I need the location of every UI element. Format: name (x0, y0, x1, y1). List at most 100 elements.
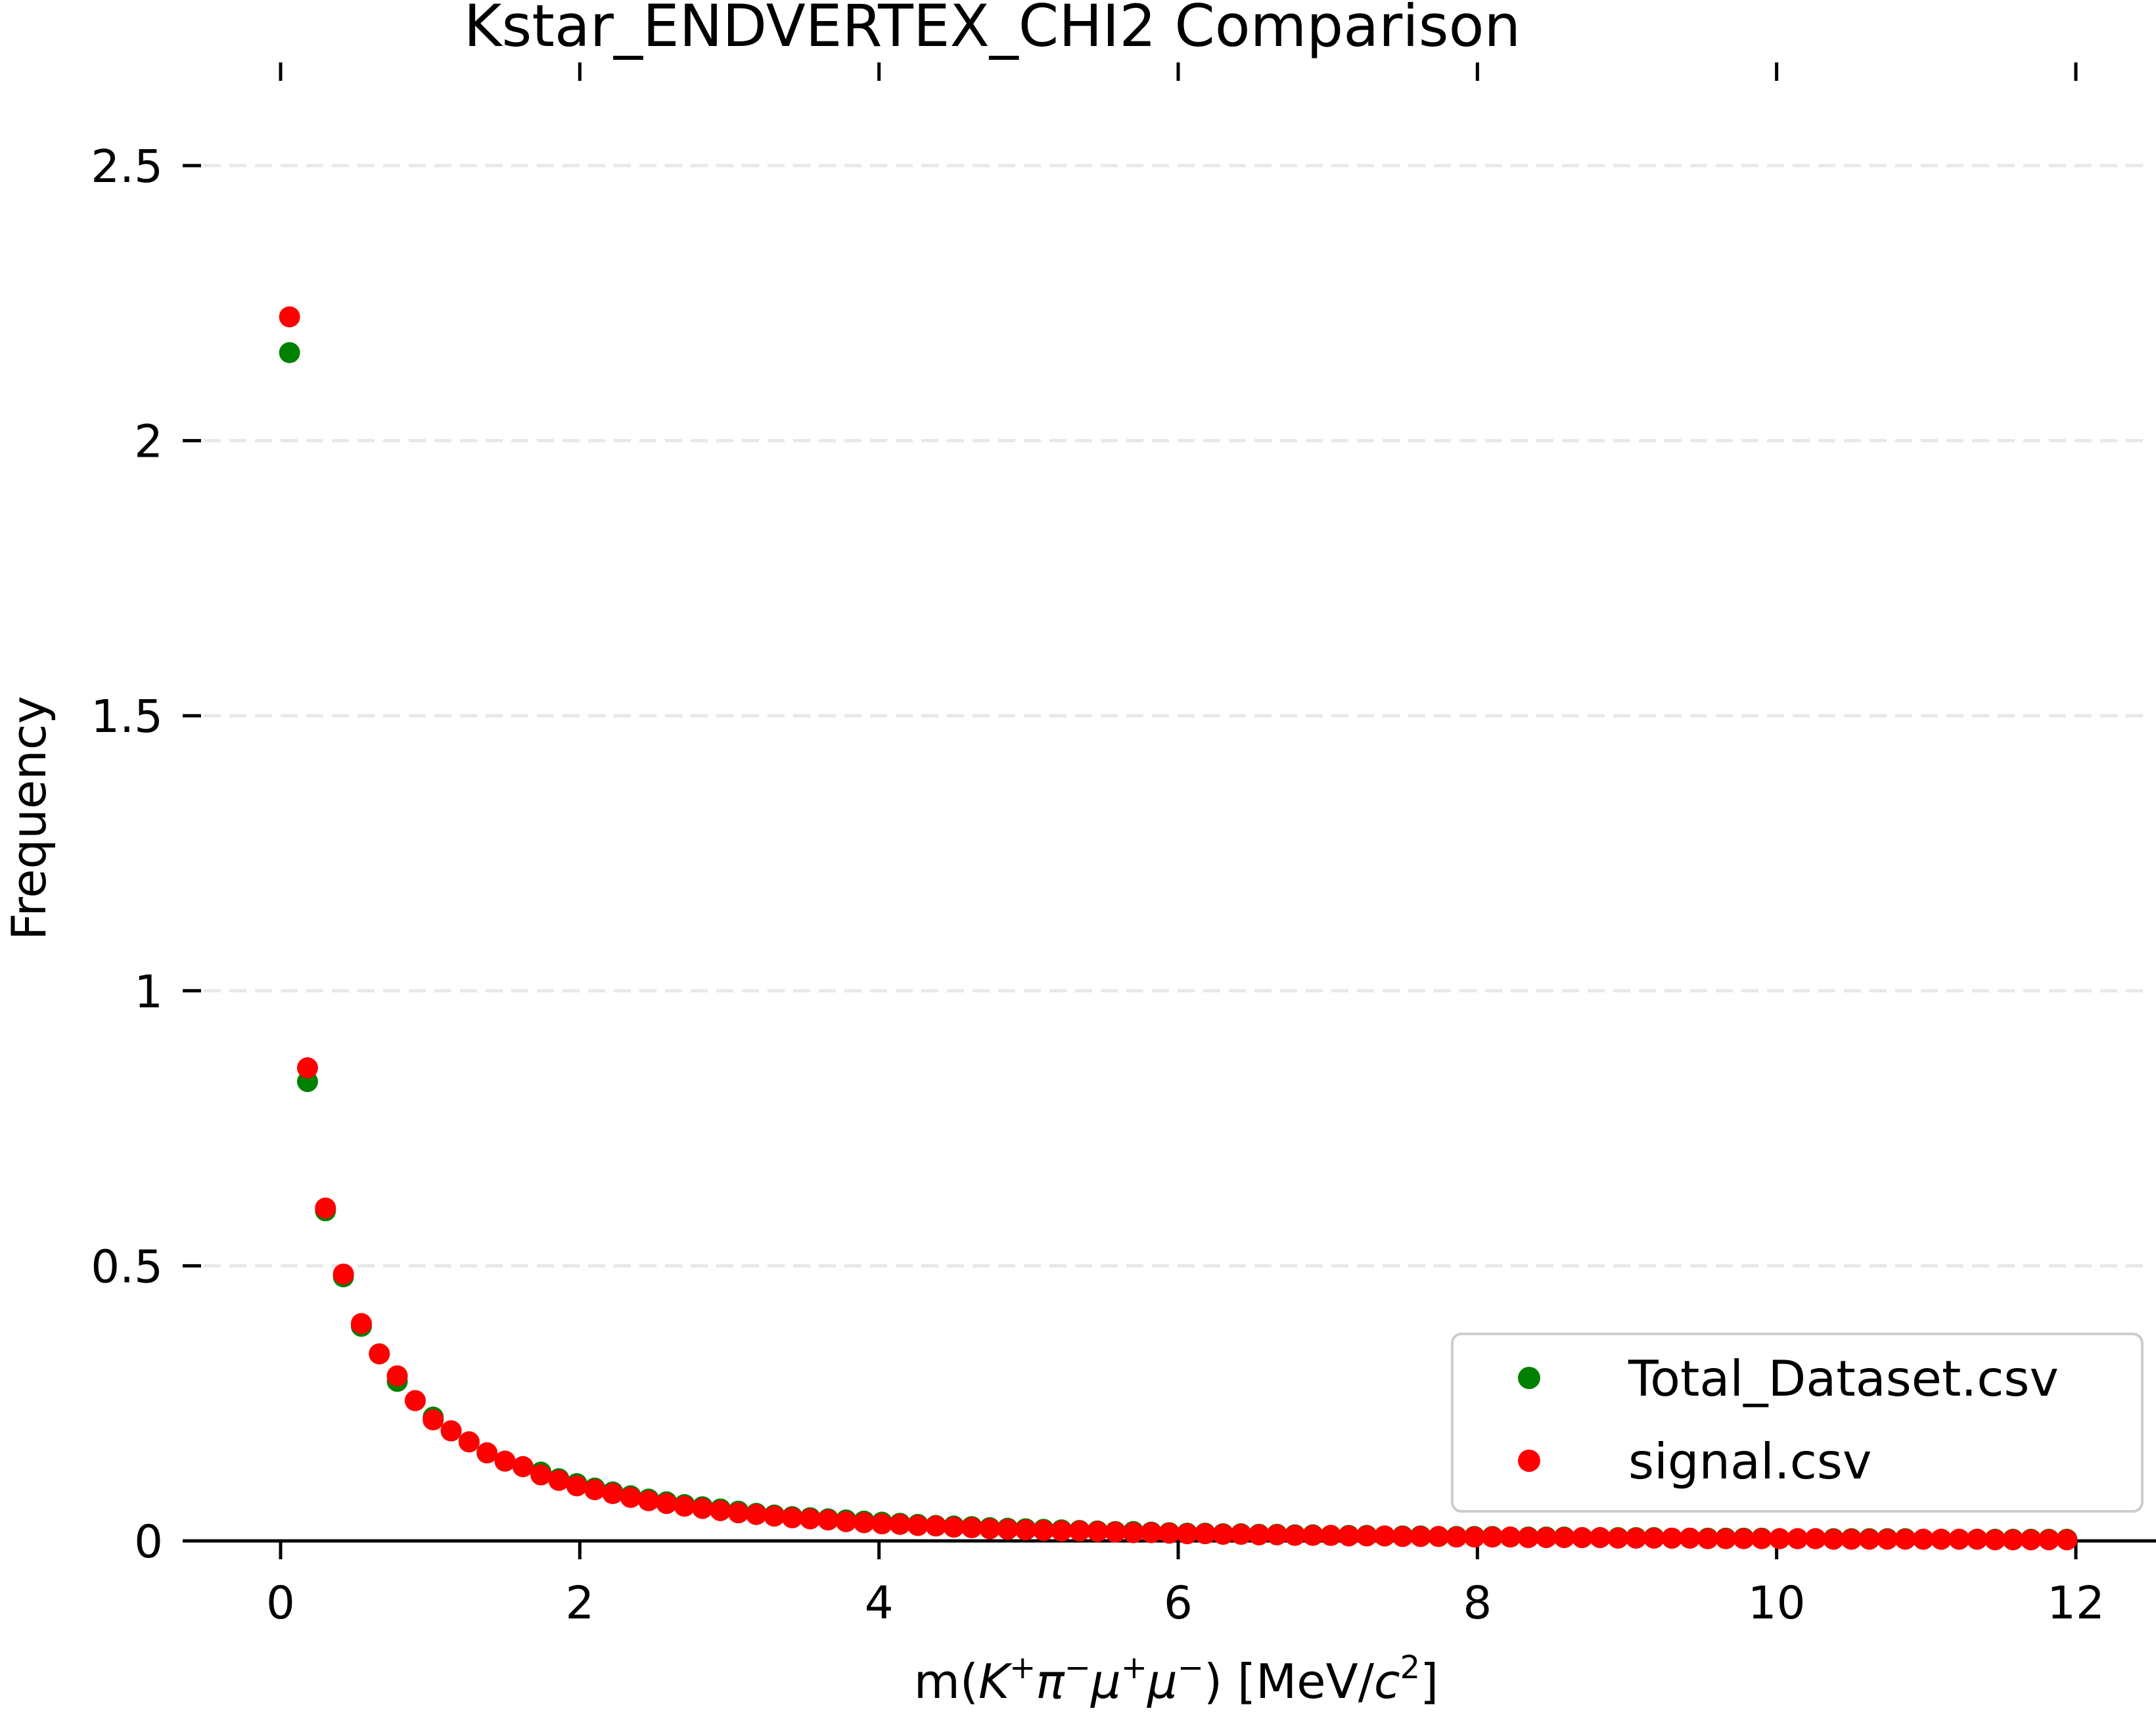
point-signal-61 (1374, 1525, 1396, 1547)
point-signal-39 (979, 1518, 1001, 1540)
point-signal-33 (871, 1513, 893, 1535)
point-signal-56 (1284, 1524, 1306, 1546)
point-signal-48 (1141, 1522, 1162, 1544)
x-label-prefix: m( (914, 1654, 978, 1709)
point-signal-20 (638, 1490, 660, 1511)
point-signal-97 (2020, 1529, 2042, 1551)
x-tick-label-4: 8 (1463, 1577, 1492, 1630)
point-signal-16 (566, 1475, 587, 1497)
data-points (279, 306, 2078, 1551)
point-signal-14 (530, 1464, 552, 1486)
y-tick-label-5: 2.5 (91, 141, 163, 193)
point-signal-12 (494, 1450, 516, 1472)
point-total-0 (279, 342, 300, 363)
point-signal-76 (1643, 1527, 1664, 1549)
point-signal-55 (1266, 1524, 1288, 1545)
x-tick-label-1: 2 (565, 1577, 594, 1630)
point-signal-9 (440, 1420, 462, 1442)
point-signal-84 (1787, 1528, 1808, 1549)
point-signal-75 (1625, 1527, 1647, 1549)
point-signal-93 (1948, 1528, 1970, 1550)
point-signal-7 (404, 1390, 426, 1411)
point-signal-49 (1158, 1522, 1180, 1544)
x-label-c: c (1374, 1654, 1400, 1709)
point-signal-23 (692, 1498, 714, 1519)
point-signal-11 (476, 1442, 498, 1464)
x-label-pi: π (1036, 1654, 1065, 1709)
point-signal-50 (1176, 1523, 1198, 1545)
point-signal-71 (1553, 1526, 1575, 1548)
point-signal-59 (1338, 1525, 1360, 1547)
point-signal-17 (584, 1479, 606, 1501)
point-signal-41 (1015, 1519, 1036, 1541)
point-signal-80 (1715, 1528, 1737, 1549)
point-signal-10 (458, 1431, 480, 1453)
legend-marker-signal (1518, 1450, 1540, 1472)
point-signal-42 (1033, 1520, 1055, 1542)
point-signal-81 (1733, 1528, 1755, 1549)
chart-title: Kstar_ENDVERTEX_CHI2 Comparison (464, 0, 1521, 60)
point-signal-64 (1428, 1526, 1450, 1547)
point-signal-38 (961, 1517, 982, 1538)
point-signal-66 (1463, 1526, 1485, 1548)
point-signal-30 (817, 1509, 839, 1531)
point-signal-4 (350, 1313, 372, 1335)
legend: Total_Dataset.csv signal.csv (1451, 1333, 2144, 1513)
x-label-pi-sup: − (1065, 1649, 1091, 1686)
point-signal-89 (1877, 1528, 1898, 1550)
point-signal-60 (1356, 1525, 1377, 1547)
point-signal-53 (1230, 1523, 1252, 1545)
point-signal-36 (925, 1515, 947, 1537)
point-signal-78 (1679, 1527, 1701, 1549)
point-signal-58 (1320, 1524, 1342, 1546)
x-label-mu1: μ (1090, 1654, 1121, 1709)
point-signal-52 (1212, 1523, 1234, 1545)
point-signal-43 (1051, 1520, 1072, 1542)
y-axis: 0 0.5 1 1.5 2 2.5 (91, 141, 201, 1568)
point-signal-96 (2002, 1529, 2024, 1551)
point-signal-74 (1607, 1527, 1629, 1549)
point-signal-90 (1894, 1528, 1916, 1550)
y-tick-label-2: 1 (134, 966, 163, 1019)
legend-box (1451, 1333, 2144, 1513)
point-signal-69 (1517, 1526, 1539, 1548)
point-signal-40 (997, 1519, 1019, 1540)
point-signal-34 (889, 1513, 911, 1535)
x-label-unit-close: ] (1420, 1654, 1438, 1709)
point-signal-0 (279, 306, 300, 328)
point-signal-68 (1500, 1526, 1521, 1548)
point-signal-83 (1769, 1528, 1791, 1549)
point-signal-57 (1302, 1524, 1323, 1546)
point-signal-19 (620, 1486, 641, 1508)
point-signal-91 (1912, 1528, 1934, 1550)
point-signal-79 (1697, 1528, 1718, 1549)
point-signal-44 (1068, 1520, 1090, 1542)
legend-marker-total (1518, 1367, 1540, 1389)
point-signal-29 (799, 1508, 821, 1530)
point-signal-54 (1248, 1524, 1270, 1545)
point-signal-87 (1841, 1528, 1862, 1550)
legend-label-signal: signal.csv (1628, 1432, 1871, 1490)
legend-label-total: Total_Dataset.csv (1628, 1350, 2059, 1408)
point-signal-5 (369, 1343, 390, 1365)
point-signal-25 (727, 1502, 749, 1524)
point-signal-3 (333, 1263, 354, 1285)
point-signal-77 (1661, 1527, 1683, 1549)
point-signal-21 (656, 1493, 677, 1515)
point-signal-13 (512, 1455, 534, 1477)
point-signal-46 (1105, 1521, 1126, 1543)
x-tick-label-6: 12 (2047, 1577, 2105, 1630)
top-ticks (279, 62, 2078, 81)
point-signal-15 (548, 1469, 570, 1491)
point-signal-63 (1410, 1526, 1431, 1547)
point-signal-70 (1536, 1526, 1557, 1548)
y-tick-label-1: 0.5 (91, 1241, 163, 1293)
point-signal-94 (1966, 1528, 1988, 1550)
point-signal-62 (1392, 1526, 1413, 1547)
point-signal-67 (1482, 1526, 1503, 1548)
point-signal-2 (315, 1197, 336, 1219)
point-signal-92 (1931, 1528, 1952, 1550)
point-signal-8 (423, 1409, 444, 1431)
x-tick-label-0: 0 (266, 1577, 295, 1630)
